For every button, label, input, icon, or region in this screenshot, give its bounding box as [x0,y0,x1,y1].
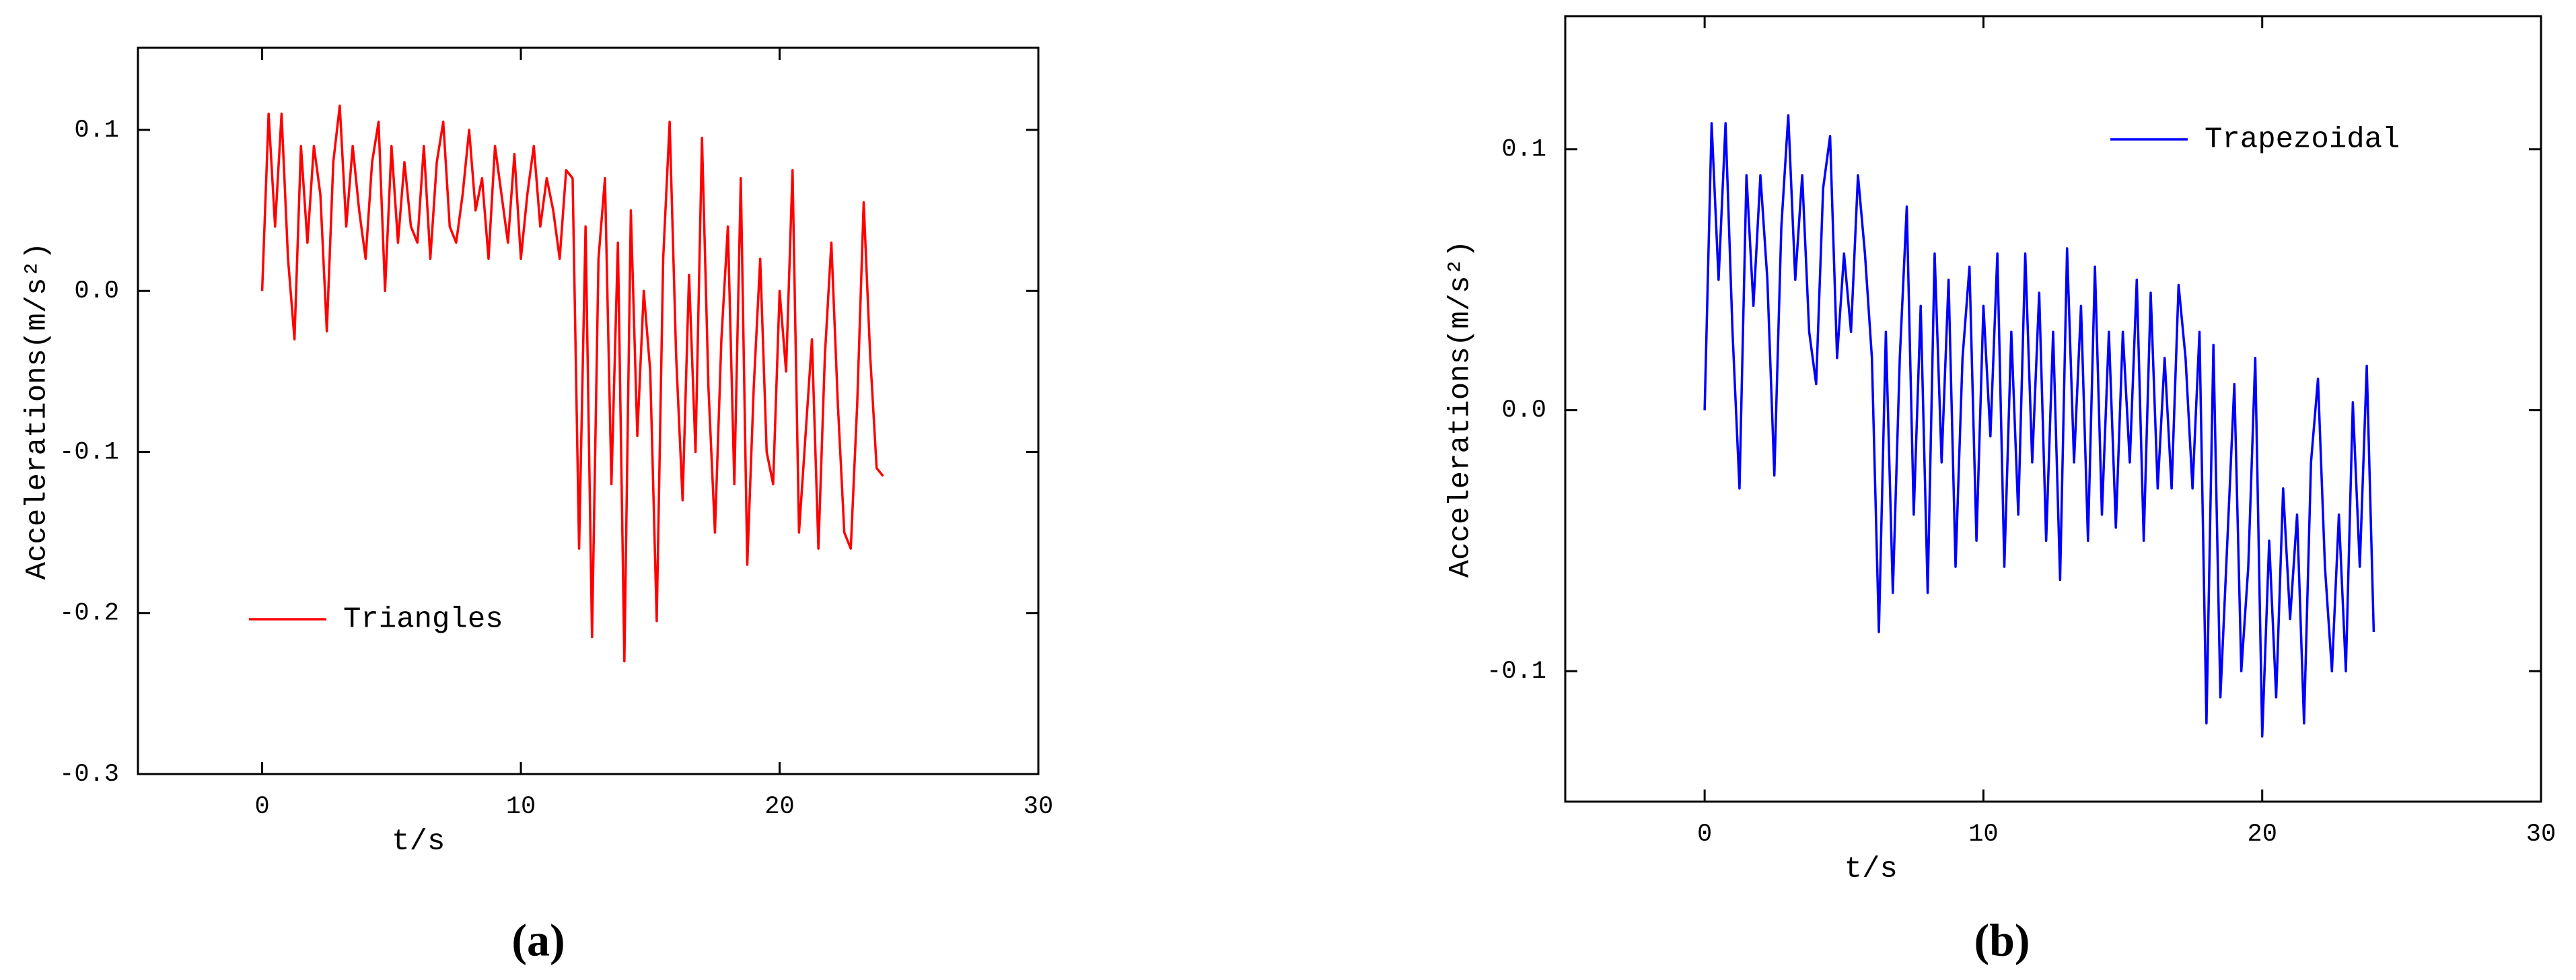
legend-label: Trapezoidal [2205,123,2400,157]
x-axis-title: t/s [1845,853,1898,886]
x-tick-label: 30 [1024,793,1053,821]
y-tick-label: 0.1 [74,116,119,145]
y-tick-label: -0.3 [59,761,119,789]
y-tick-label: 0.0 [74,277,119,306]
y-tick-label: -0.1 [59,438,119,466]
x-tick-label: 30 [2526,820,2556,849]
caption: (b) [1974,915,2030,966]
x-tick-label: 0 [1697,820,1712,849]
y-tick-label: -0.2 [59,600,119,628]
chart: 0 10 20 30 -0.1 0.0 0.1 t/s Accelerations(m/s²) (… [1444,15,2556,966]
chart: 0 10 20 30 -0.3 -0.2 -0.1 0.0 0.1 t/s Acceleration… [21,46,1053,966]
legend-label: Triangles [343,603,503,637]
plot-frame [1564,15,2542,803]
y-axis-title: Accelerations(m/s²) [21,242,55,580]
plot-frame [137,46,1040,775]
x-tick-label: 10 [1968,820,1998,849]
y-axis-title: Accelerations(m/s²) [1444,240,1478,578]
x-axis-title: t/s [392,825,445,859]
data-line [260,104,884,663]
x-tick-label: 20 [764,793,794,821]
x-tick-label: 0 [254,793,269,821]
x-tick-label: 10 [506,793,536,821]
data-line [1703,114,2375,738]
x-tick-label: 20 [2248,820,2277,849]
y-tick-label: -0.1 [1487,658,1546,686]
y-tick-label: 0.0 [1501,396,1546,425]
caption: (a) [511,915,565,966]
y-tick-label: 0.1 [1501,136,1546,164]
